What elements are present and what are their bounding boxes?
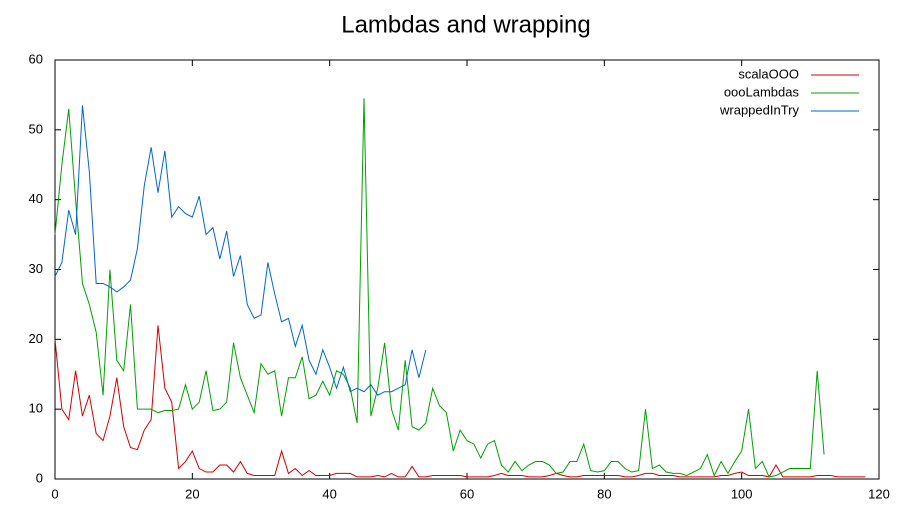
series-line [54, 325, 866, 478]
x-tick-label: 40 [322, 486, 336, 501]
series-line [54, 105, 427, 396]
y-tick-label: 20 [29, 331, 43, 346]
chart-title: Lambdas and wrapping [341, 11, 591, 38]
y-tick-label: 30 [29, 261, 43, 276]
series-line [54, 98, 825, 478]
x-tick-label: 60 [460, 486, 474, 501]
y-tick-label: 10 [29, 401, 43, 416]
legend-label: oooLambdas [724, 84, 800, 99]
y-tick-label: 40 [29, 191, 43, 206]
x-tick-label: 0 [51, 486, 58, 501]
legend-label: scalaOOO [738, 66, 799, 81]
legend-label: wrappedInTry [719, 102, 799, 117]
y-tick-label: 50 [29, 121, 43, 136]
x-tick-label: 20 [185, 486, 199, 501]
x-tick-label: 120 [868, 486, 890, 501]
x-tick-label: 100 [731, 486, 753, 501]
x-tick-label: 80 [597, 486, 611, 501]
y-tick-label: 0 [36, 470, 43, 485]
y-tick-label: 60 [29, 51, 43, 66]
